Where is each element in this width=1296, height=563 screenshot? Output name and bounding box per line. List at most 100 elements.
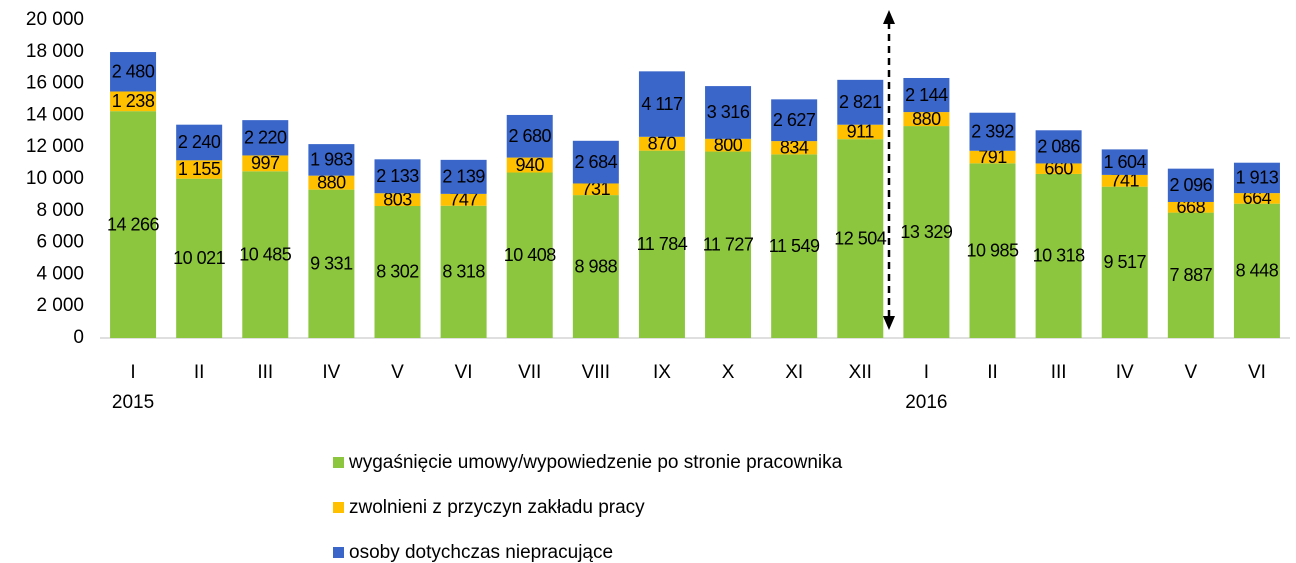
bar-segment	[837, 124, 884, 140]
bar-segment	[1035, 130, 1082, 164]
bar-segment	[110, 111, 157, 339]
value-label: 2 821	[839, 92, 882, 112]
x-tick-label: II	[987, 362, 998, 383]
value-label: 4 117	[641, 94, 683, 114]
value-label: 1 155	[178, 159, 221, 179]
bar-segment	[110, 91, 157, 112]
value-label: 747	[449, 190, 478, 210]
value-label: 2 144	[905, 85, 948, 105]
value-label: 791	[978, 147, 1007, 167]
x-tick-label: III	[257, 362, 273, 383]
value-label: 1 604	[1103, 152, 1146, 172]
bar-segment	[374, 159, 421, 194]
legend-label: osoby dotychczas niepracujące	[349, 542, 613, 563]
bar-segment	[176, 178, 223, 338]
x-tick-label: IV	[322, 362, 340, 383]
legend-label: zwolnieni z przyczyn zakładu pracy	[349, 497, 645, 518]
value-label: 803	[383, 189, 412, 209]
x-tick-label: III	[1051, 362, 1067, 383]
value-label: 13 329	[900, 222, 953, 242]
plot: 0 2 000 4 000 6 000 8 000 10 000 12 000 14 000 1…	[26, 9, 1290, 563]
y-tick-label: 0	[73, 327, 84, 348]
bar-segment	[308, 175, 355, 190]
legend-label: wygaśnięcie umowy/wypowiedzenie po stron…	[348, 452, 843, 473]
value-label: 8 318	[442, 262, 485, 282]
value-label: 880	[317, 172, 346, 192]
bar-segment	[1233, 193, 1280, 204]
value-label: 9 517	[1103, 252, 1146, 272]
x-tick-label: XI	[785, 362, 803, 383]
bar-segment	[1101, 149, 1148, 175]
year-label: 2016	[905, 392, 947, 413]
x-tick-label: XII	[849, 362, 872, 383]
value-label: 3 316	[707, 102, 750, 122]
value-label: 668	[1177, 197, 1206, 217]
value-label: 14 266	[107, 214, 160, 234]
year-label: 2015	[112, 392, 154, 413]
bar-segment	[705, 151, 752, 338]
legend-swatch	[333, 502, 344, 513]
bar-segment	[969, 112, 1016, 151]
value-label: 10 318	[1033, 246, 1086, 266]
bar-segment	[1233, 203, 1280, 338]
bar-segment	[638, 71, 685, 137]
value-label: 11 784	[637, 234, 688, 254]
value-label: 1 983	[310, 150, 353, 170]
bar-segment	[903, 77, 950, 113]
x-tick-label: VII	[518, 362, 541, 383]
x-tick-label: V	[391, 362, 404, 383]
value-label: 2 133	[376, 166, 419, 186]
value-label: 800	[714, 135, 743, 155]
value-label: 2 480	[112, 62, 155, 82]
bar-segment	[110, 52, 157, 92]
value-label: 10 021	[173, 248, 226, 268]
bar-segment	[837, 79, 884, 125]
value-label: 664	[1243, 188, 1272, 208]
bar-segment	[1035, 163, 1082, 174]
value-label: 11 727	[703, 235, 754, 255]
value-label: 2 680	[508, 126, 551, 146]
bar-segment	[638, 136, 685, 151]
x-tick-label: V	[1184, 362, 1197, 383]
y-tick-label: 8 000	[36, 200, 84, 221]
value-label: 2 096	[1170, 175, 1213, 195]
bar-segment	[771, 154, 818, 338]
y-tick-label: 6 000	[36, 232, 84, 253]
bar-segment	[242, 155, 289, 172]
legend-swatch	[333, 457, 344, 468]
x-tick-label: I	[924, 362, 929, 383]
bar-segment	[903, 112, 950, 127]
x-tick-label: VIII	[582, 362, 611, 383]
value-label: 2 240	[178, 132, 221, 152]
bar-segment	[374, 193, 421, 206]
x-tick-label: II	[194, 362, 205, 383]
y-tick-label: 14 000	[26, 104, 84, 125]
bar-segment	[308, 144, 355, 176]
value-label: 8 448	[1236, 261, 1279, 281]
value-label: 911	[847, 122, 875, 142]
bar-segment	[506, 157, 553, 173]
bar-segment	[903, 126, 950, 338]
y-tick-label: 4 000	[36, 263, 84, 284]
y-tick-label: 12 000	[26, 136, 84, 157]
value-label: 880	[912, 109, 941, 129]
bar-segment	[969, 150, 1016, 164]
value-label: 2 139	[442, 167, 485, 187]
bar-segment	[1233, 162, 1280, 194]
bar-segment	[242, 171, 289, 338]
bar-segment	[242, 120, 289, 156]
value-label: 870	[648, 133, 677, 153]
y-tick-label: 20 000	[26, 9, 84, 30]
bar-segment	[969, 163, 1016, 338]
bar-segment	[572, 183, 619, 196]
bar-segment	[1167, 168, 1214, 202]
divider-arrow	[883, 10, 895, 330]
value-label: 11 549	[769, 236, 820, 256]
value-label: 1 913	[1236, 168, 1279, 188]
bar-segment	[572, 140, 619, 184]
value-label: 731	[582, 179, 611, 199]
bar-segment	[771, 141, 818, 155]
value-label: 10 485	[239, 244, 292, 264]
bar-segment	[506, 172, 553, 338]
